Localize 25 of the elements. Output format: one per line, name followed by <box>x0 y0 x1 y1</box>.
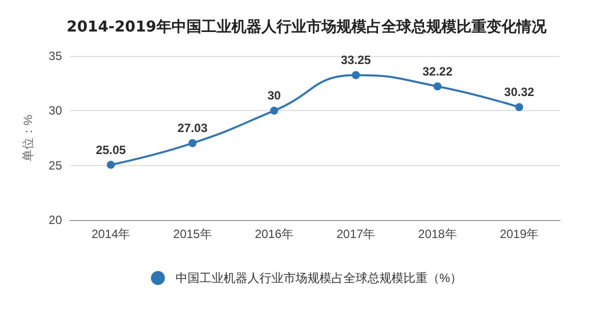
y-tick-label: 20 <box>48 213 62 227</box>
data-label: 30 <box>267 88 282 103</box>
x-tick-label: 2017年 <box>336 227 376 241</box>
legend-label: 中国工业机器人行业市场规模占全球总规模比重（%） <box>175 271 462 285</box>
point <box>352 71 360 80</box>
data-label: 25.05 <box>96 142 126 157</box>
y-axis-title: 单位：% <box>21 114 35 162</box>
y-tick-label: 30 <box>48 104 62 118</box>
x-tick-label: 2016年 <box>254 227 294 241</box>
x-tick-label: 2019年 <box>500 227 539 241</box>
x-tick-label: 2015年 <box>173 227 212 241</box>
x-tick-label: 2014年 <box>91 227 130 241</box>
y-tick-label: 35 <box>48 49 62 63</box>
point <box>434 82 442 90</box>
chart-title: 2014-2019年中国工业机器人行业市场规模占全球总规模比重变化情况 <box>66 18 548 36</box>
point <box>270 106 278 115</box>
point <box>188 139 196 148</box>
data-label: 32.22 <box>422 64 453 78</box>
data-label: 33.25 <box>340 53 372 68</box>
x-tick-label: 2018年 <box>418 227 457 241</box>
data-label: 30.32 <box>504 85 535 100</box>
data-label: 27.03 <box>177 121 208 136</box>
point <box>106 160 115 169</box>
point <box>515 103 524 112</box>
y-tick-label: 25 <box>48 158 62 172</box>
